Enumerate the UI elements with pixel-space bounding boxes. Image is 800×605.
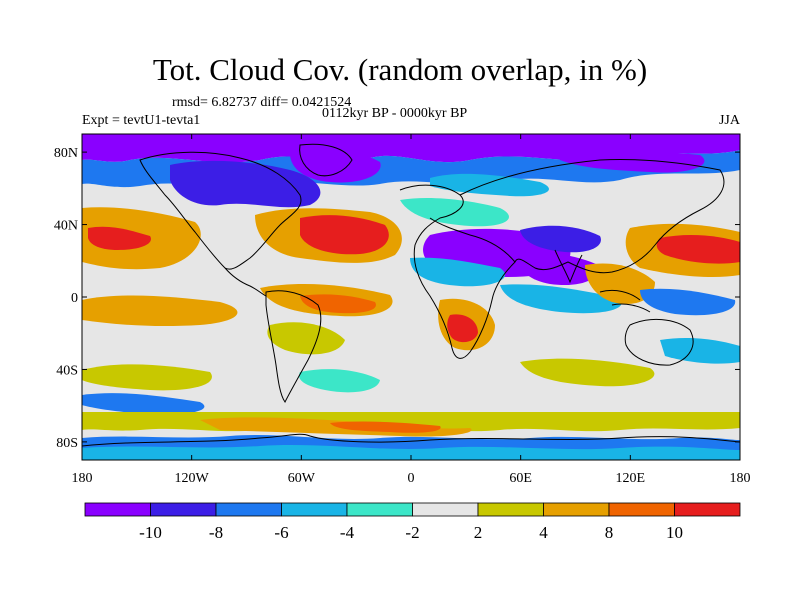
- colorbar-swatch: [412, 502, 479, 517]
- colorbar-label: -8: [209, 523, 223, 542]
- lat-tick-label: 80N: [54, 146, 78, 161]
- lon-tick-label: 60W: [288, 471, 316, 486]
- experiment-label: Expt = tevtU1-tevta1: [82, 113, 201, 128]
- coast-india: [554, 249, 583, 284]
- page-title: Tot. Cloud Cov. (random overlap, in %): [152, 52, 648, 87]
- colorbar-swatch: [84, 502, 151, 517]
- field-npac-east-red: [656, 235, 740, 264]
- field-eq-pacific-orange: [82, 295, 238, 327]
- field-sahel-cyan: [410, 257, 506, 287]
- field-north-blue-cyan: [430, 173, 549, 197]
- colorbar-label: 8: [605, 523, 614, 542]
- lat-tick-label: 0: [71, 291, 78, 306]
- colorbar-swatch: [543, 502, 610, 517]
- field-siberia-purple: [560, 148, 705, 173]
- colorbar-label: -6: [274, 523, 288, 542]
- field-natl-red: [300, 215, 389, 255]
- field-sh-yellow-east: [520, 358, 655, 387]
- coast-central-america: [224, 267, 267, 297]
- field-sam-yellow: [267, 322, 345, 355]
- field-so-red: [330, 421, 441, 433]
- lon-tick-label: 0: [408, 471, 415, 486]
- latitude-axis: 80N 40N 0 40S 80S: [54, 146, 740, 451]
- field-indian-cyan: [500, 284, 622, 314]
- field-greenland-purple: [289, 149, 381, 183]
- field-sh-yellow-west: [82, 364, 212, 391]
- colorbar-swatch: [346, 502, 413, 517]
- field-sh-cyan-2: [660, 337, 740, 364]
- field-wpac-blue: [640, 288, 736, 316]
- field-npac-west-red2: [88, 226, 151, 250]
- colorbar: -10 -8 -6 -4 -2 2 4 8 10: [84, 502, 741, 542]
- colorbar-label: 10: [666, 523, 683, 542]
- colorbar-swatch: [215, 502, 282, 517]
- lon-tick-label: 60E: [509, 471, 532, 486]
- lat-tick-label: 40S: [56, 363, 78, 378]
- colorbar-label: -2: [405, 523, 419, 542]
- colorbar-swatch: [150, 502, 217, 517]
- coast-north-america: [139, 151, 302, 270]
- field-sh-blue: [82, 393, 205, 415]
- field-canada-purple: [170, 160, 321, 208]
- longitude-axis: 180 120W 60W 0 60E 120E 180: [72, 134, 751, 486]
- coast-australia: [624, 318, 694, 366]
- colorbar-swatch: [477, 502, 544, 517]
- field-eurasia-cyan: [400, 197, 509, 227]
- coast-europe-africa: [399, 184, 516, 359]
- field-africa-red: [447, 314, 478, 343]
- lon-tick-label: 180: [730, 471, 751, 486]
- lon-tick-label: 180: [72, 471, 93, 486]
- lon-tick-label: 120E: [616, 471, 646, 486]
- colorbar-swatch: [608, 502, 675, 517]
- colorbar-label: -4: [340, 523, 355, 542]
- colorbar-label: 2: [474, 523, 483, 542]
- field-sh-cyan-1: [299, 369, 380, 393]
- colorbar-label: -10: [139, 523, 162, 542]
- colorbar-label: 4: [539, 523, 548, 542]
- anomaly-field: [82, 134, 740, 460]
- coast-greenland: [299, 143, 353, 177]
- lat-tick-label: 40N: [54, 219, 78, 234]
- stats-label: rmsd= 6.82737 diff= 0.0421524: [172, 95, 352, 110]
- field-antarctic-cyan: [82, 445, 740, 460]
- period-label: 0112kyr BP - 0000kyr BP: [322, 106, 468, 121]
- colorbar-swatch: [281, 502, 348, 517]
- lon-tick-label: 120W: [175, 471, 210, 486]
- coastlines: [82, 143, 740, 447]
- colorbar-swatch: [674, 502, 741, 517]
- season-label: JJA: [718, 113, 740, 128]
- coast-antarctica: [82, 433, 740, 447]
- field-indo-purple: [519, 253, 600, 286]
- field-asia-blue: [520, 225, 601, 253]
- coast-eurasia: [459, 158, 725, 274]
- coast-south-america: [265, 290, 322, 403]
- field-maritime-orange: [585, 263, 655, 304]
- coast-maritime: [599, 289, 651, 313]
- lat-tick-label: 80S: [56, 436, 78, 451]
